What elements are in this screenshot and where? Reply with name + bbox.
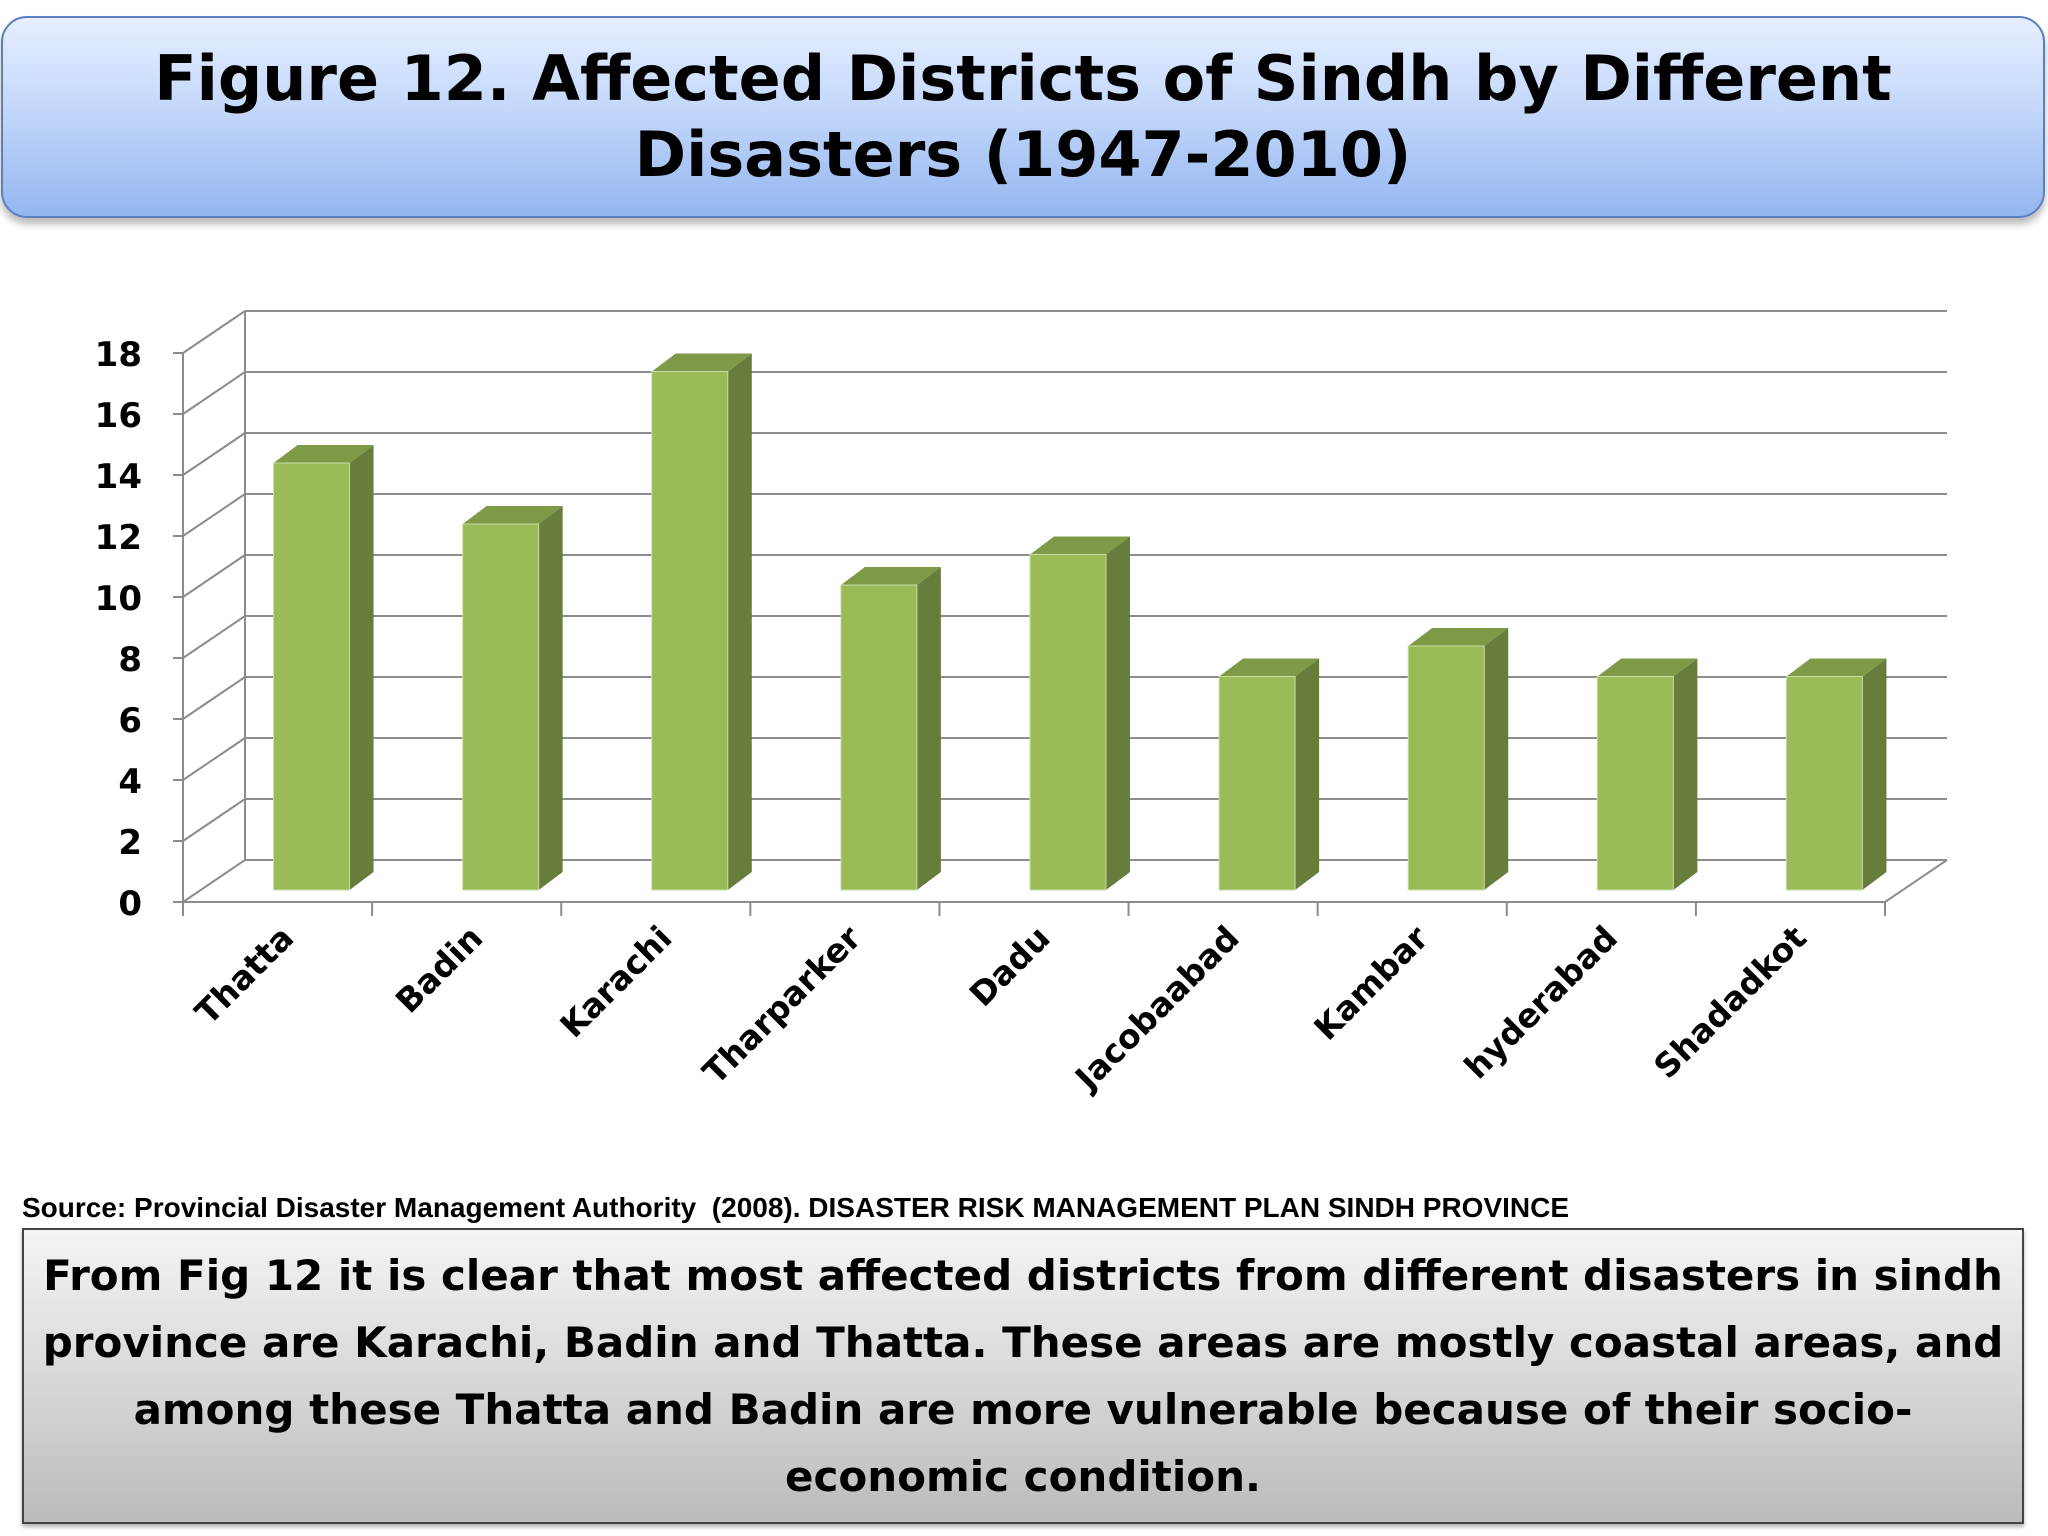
figure-title: Figure 12. Affected Districts of Sindh b… bbox=[154, 42, 1892, 191]
x-tick-label: hyderabad bbox=[1457, 918, 1625, 1086]
bar-front-face bbox=[273, 462, 351, 891]
side-gridline bbox=[182, 493, 246, 537]
x-tick-label: Shadadkot bbox=[1646, 918, 1814, 1086]
bar-top-face bbox=[273, 445, 374, 463]
bar-front-face bbox=[1596, 676, 1674, 891]
bar-side-face bbox=[538, 506, 563, 890]
bar bbox=[1218, 658, 1320, 891]
y-tick-label: 8 bbox=[118, 640, 142, 680]
y-tick-label: 18 bbox=[95, 335, 142, 375]
side-gridline bbox=[182, 859, 246, 903]
floor-edge-line bbox=[1884, 859, 1948, 903]
bar-side-face bbox=[1106, 536, 1130, 890]
x-tick-label: Dadu bbox=[962, 918, 1058, 1014]
bar-front-face bbox=[462, 523, 540, 891]
x-tick-label: Badin bbox=[388, 918, 490, 1020]
bar bbox=[651, 353, 752, 891]
y-tick-label: 16 bbox=[95, 396, 142, 436]
bar-front-face bbox=[1407, 645, 1485, 891]
source-citation: Source: Provincial Disaster Management A… bbox=[22, 1192, 1570, 1223]
y-tick-label: 12 bbox=[95, 518, 142, 558]
bar-side-face bbox=[349, 445, 374, 890]
y-tick-label: 0 bbox=[118, 884, 142, 924]
bar-top-face bbox=[1597, 658, 1698, 677]
bar-top-face bbox=[840, 567, 941, 585]
chart-bars bbox=[273, 353, 1887, 891]
bar-side-face bbox=[1484, 628, 1509, 890]
bar bbox=[1785, 658, 1887, 891]
side-gridline bbox=[182, 615, 246, 659]
bar-top-face bbox=[1030, 536, 1130, 555]
bar-top-face bbox=[462, 506, 563, 524]
side-gridline bbox=[182, 310, 246, 354]
conclusion-text: From Fig 12 it is clear that most affect… bbox=[42, 1250, 2004, 1502]
bar-front-face bbox=[1029, 554, 1107, 891]
bar-top-face bbox=[1408, 628, 1509, 646]
side-gridline bbox=[182, 798, 246, 842]
bar-top-face bbox=[1786, 658, 1887, 677]
bar-front-face bbox=[840, 584, 918, 891]
y-tick-label: 14 bbox=[95, 457, 142, 497]
bar-side-face bbox=[1862, 658, 1887, 890]
bar-side-face bbox=[916, 567, 941, 890]
x-tick-label: Karachi bbox=[552, 918, 679, 1045]
x-tick-label: Tharparker bbox=[695, 918, 869, 1092]
title-banner: Figure 12. Affected Districts of Sindh b… bbox=[1, 16, 2045, 218]
y-tick-labels: 0 2 4 6 8 10 12 14 16 18 bbox=[95, 335, 142, 924]
y-tick-label: 10 bbox=[95, 579, 142, 619]
bar-chart: 0 2 4 6 8 10 12 14 16 18 Thatta Badin Karachi Tharpa… bbox=[95, 310, 1948, 1099]
bar bbox=[273, 445, 374, 891]
bar bbox=[462, 506, 563, 891]
bar bbox=[1029, 536, 1130, 891]
bar-top-face bbox=[1219, 658, 1320, 677]
bar-side-face bbox=[727, 353, 752, 890]
side-gridline bbox=[182, 371, 246, 415]
side-gridline bbox=[182, 676, 246, 720]
y-tick-label: 2 bbox=[118, 823, 142, 863]
bar-front-face bbox=[1785, 676, 1863, 891]
bar-side-face bbox=[1295, 658, 1320, 890]
y-tick-label: 4 bbox=[118, 762, 142, 802]
side-gridline bbox=[182, 554, 246, 598]
bar bbox=[840, 567, 941, 891]
x-tick-label: Kambar bbox=[1306, 918, 1436, 1048]
bar bbox=[1596, 658, 1698, 891]
x-tick-label: Jacobaabad bbox=[1066, 918, 1247, 1099]
bar-front-face bbox=[1218, 676, 1296, 891]
side-gridline bbox=[182, 737, 246, 781]
y-tick-label: 6 bbox=[118, 701, 142, 741]
conclusion-box: From Fig 12 it is clear that most affect… bbox=[22, 1228, 2024, 1524]
x-tick-label: Thatta bbox=[187, 918, 301, 1032]
chart-axes bbox=[173, 311, 1948, 916]
bar-top-face bbox=[651, 353, 752, 372]
bar bbox=[1407, 628, 1509, 891]
x-tick-labels: Thatta Badin Karachi Tharparker Dadu Jacobaab… bbox=[187, 918, 1814, 1099]
bar-front-face bbox=[651, 371, 729, 891]
side-gridline bbox=[182, 432, 246, 476]
bar-side-face bbox=[1673, 658, 1698, 890]
